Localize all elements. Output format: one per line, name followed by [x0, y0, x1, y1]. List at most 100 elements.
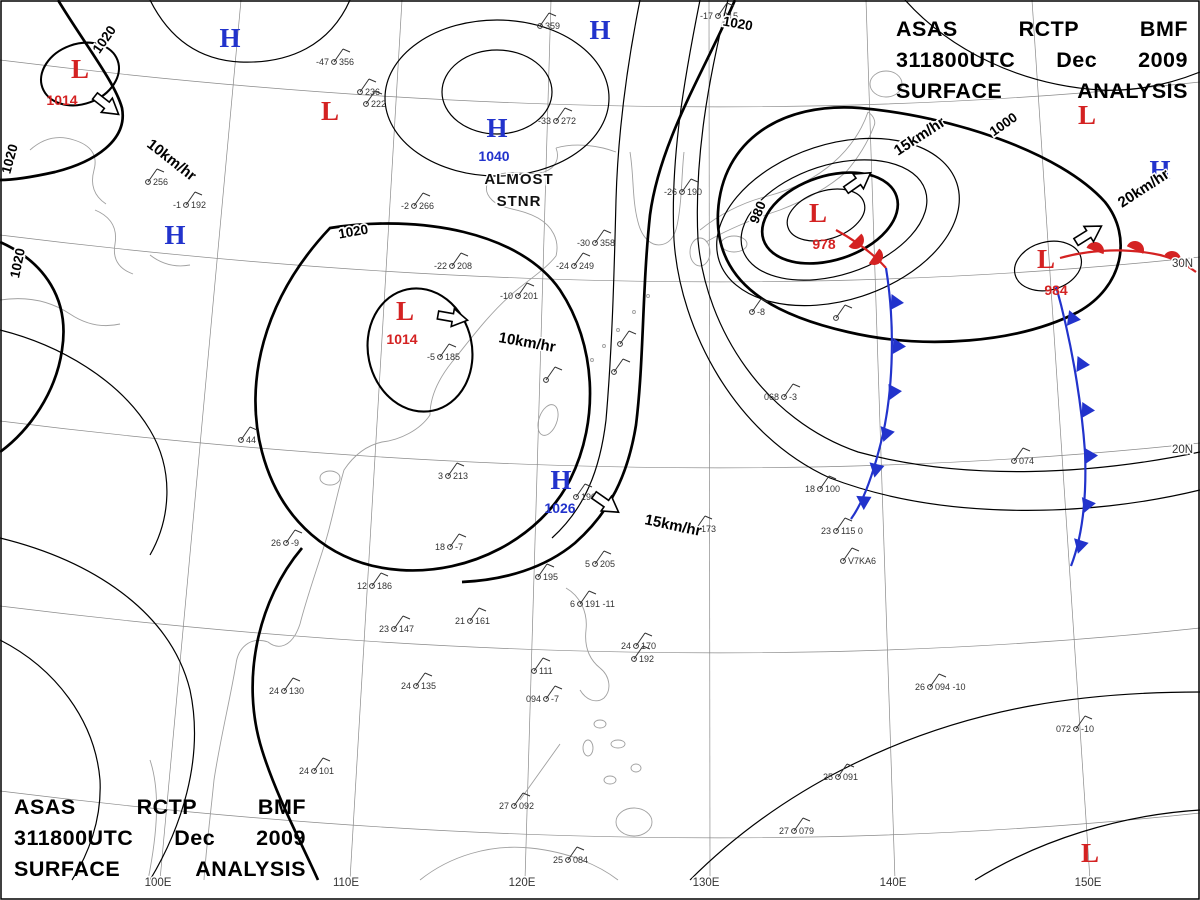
- longitude-label: 130E: [693, 877, 720, 889]
- map-text: 236: [365, 87, 380, 97]
- center-pressure-value: 1026: [544, 500, 575, 516]
- station-circle-icon: [927, 684, 933, 690]
- high-center-letter: H: [589, 15, 610, 45]
- station-plot: -2 266: [401, 192, 434, 211]
- map-text: 130: [289, 686, 304, 696]
- low-center-letter: L: [809, 198, 827, 228]
- title-word: BMF: [1139, 17, 1188, 41]
- wind-barb-icon: [333, 48, 351, 63]
- wind-barb-icon: [633, 645, 651, 660]
- map-text: 18: [805, 484, 815, 494]
- almost-stnr-annotation: ALMOST: [484, 171, 553, 188]
- map-text: 18: [435, 542, 445, 552]
- title-line: SURFACE ANALYSIS: [14, 854, 306, 885]
- title-word: ASAS: [14, 795, 76, 819]
- station-circle-icon: [283, 540, 289, 546]
- wind-barb-icon: [539, 12, 557, 27]
- station-circle-icon: [531, 668, 537, 674]
- station-plot: -24 249: [556, 252, 594, 271]
- station-plot: 23 115 0: [821, 517, 863, 536]
- wind-barb-icon: [793, 817, 811, 832]
- map-text: 27: [499, 801, 509, 811]
- station-plot: 111: [531, 657, 553, 676]
- wind-barb-icon: [365, 90, 383, 105]
- wind-barb-icon: [751, 298, 769, 313]
- station-circle-icon: [331, 59, 337, 65]
- map-text: 094 -10: [935, 682, 966, 692]
- title-word: 2009: [1138, 48, 1188, 72]
- map-text: 24: [299, 766, 309, 776]
- station-circle-icon: [817, 486, 823, 492]
- wind-barb-icon: [579, 590, 597, 605]
- movement-speed-label: 10km/hr: [497, 329, 557, 356]
- station-circle-icon: [357, 89, 363, 95]
- station-circle-icon: [592, 240, 598, 246]
- movement-speed-label: 20km/hr: [1115, 166, 1173, 212]
- station-circle-icon: [833, 528, 839, 534]
- map-text: -10: [500, 291, 513, 301]
- station-circle-icon: [183, 202, 189, 208]
- isobar-value-label: 1020: [7, 247, 28, 280]
- map-text: -1: [173, 200, 181, 210]
- isobar-layer: [0, 0, 1200, 881]
- station-circle-icon: [449, 263, 455, 269]
- map-text: -3: [789, 392, 797, 402]
- wind-barb-icon: [681, 178, 699, 193]
- station-circle-icon: [633, 643, 639, 649]
- map-text: 101: [319, 766, 334, 776]
- map-text: 192: [639, 654, 654, 664]
- station-plot: -30 358: [577, 229, 615, 248]
- wind-barb-icon: [929, 673, 947, 688]
- low-center-letter: L: [1081, 838, 1099, 868]
- title-line: 311800UTC Dec 2009: [896, 45, 1188, 76]
- station-plot: -1 192: [173, 191, 206, 210]
- wind-barb-icon: [451, 252, 469, 267]
- lat-lon-graticule: [0, 0, 1200, 881]
- station-circle-icon: [281, 688, 287, 694]
- map-text: -22: [434, 261, 447, 271]
- station-plot: 24 101: [299, 757, 334, 776]
- station-circle-icon: [238, 437, 244, 443]
- high-center-letter: H: [486, 113, 507, 143]
- center-pressure-value: 984: [1044, 282, 1068, 298]
- map-text: 6: [570, 599, 575, 609]
- station-circle-icon: [363, 101, 369, 107]
- map-text: 12: [357, 581, 367, 591]
- station-circle-icon: [413, 683, 419, 689]
- station-plot: 25 084: [553, 846, 588, 865]
- wind-barb-icon: [537, 563, 555, 578]
- longitude-label: 110E: [333, 877, 359, 889]
- station-circle-icon: [1073, 726, 1079, 732]
- station-plot: 359: [537, 12, 560, 31]
- wind-barb-icon: [695, 515, 713, 530]
- title-word: ANALYSIS: [1077, 79, 1188, 103]
- longitude-label: 100E: [145, 877, 172, 889]
- station-circle-icon: [835, 774, 841, 780]
- map-text: 26: [915, 682, 925, 692]
- map-text: 24: [269, 686, 279, 696]
- station-circle-icon: [445, 473, 451, 479]
- center-pressure-value: 1014: [46, 92, 77, 108]
- wind-barb-icon: [415, 672, 433, 687]
- station-circle-icon: [145, 179, 151, 185]
- longitude-label: 120E: [509, 877, 536, 889]
- wind-barb-icon: [449, 533, 467, 548]
- station-circle-icon: [543, 377, 549, 383]
- map-text: 25: [823, 772, 833, 782]
- map-text: 094: [526, 694, 541, 704]
- station-circle-icon: [679, 189, 685, 195]
- map-text: 256: [153, 177, 168, 187]
- station-plot: 072 -10: [1056, 715, 1094, 734]
- wind-barb-icon: [594, 229, 612, 244]
- map-text: 25: [553, 855, 563, 865]
- station-plot: 094 -7: [526, 685, 563, 704]
- station-circle-icon: [573, 494, 579, 500]
- high-center-letter: H: [1149, 155, 1170, 185]
- longitude-label: 140E: [880, 877, 907, 889]
- low-center-letter: L: [1078, 100, 1096, 130]
- station-plot: 27 092: [499, 792, 534, 811]
- wind-barb-icon: [185, 191, 203, 206]
